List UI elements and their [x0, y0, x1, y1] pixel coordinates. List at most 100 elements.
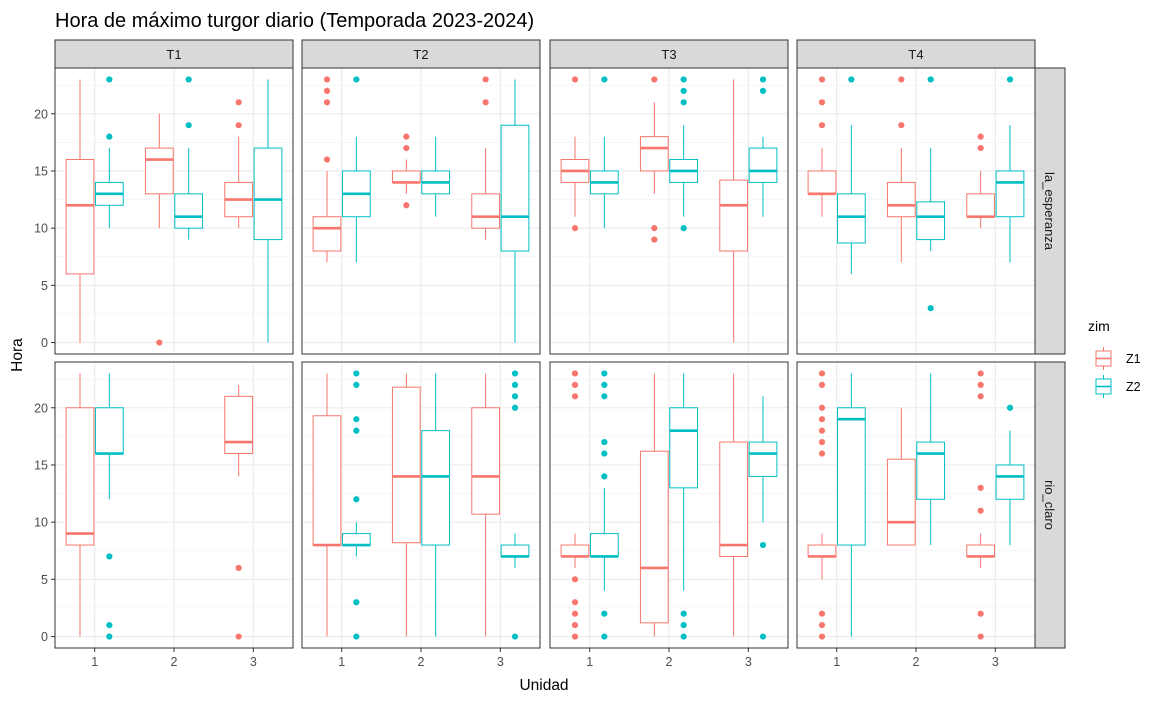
outlier-point [927, 305, 934, 312]
chart-title: Hora de máximo turgor diario (Temporada … [55, 10, 534, 32]
box [253, 147, 283, 241]
outlier-point [848, 76, 855, 83]
boxplot-la-esperanza-t4-u1-z2 [836, 76, 866, 274]
outlier-point [818, 416, 826, 423]
boxplot-rio-claro-t2-u3-z1 [471, 373, 501, 637]
outlier-point [323, 156, 331, 163]
x-tick-label: 1 [833, 655, 840, 669]
box [836, 193, 866, 244]
outlier-point [353, 416, 360, 423]
outlier-point [601, 370, 608, 377]
x-tick-label: 3 [992, 655, 999, 669]
boxplot-rio-claro-t3-u1-z2 [589, 370, 619, 640]
box [391, 386, 421, 544]
boxplot-rio-claro-t3-u3-z1 [719, 373, 749, 637]
box [144, 147, 174, 195]
boxplot-rio-claro-t3-u1-z1 [560, 370, 590, 640]
outlier-point [185, 122, 192, 129]
boxplot-la-esperanza-t4-u3-z1 [966, 133, 996, 229]
legend-entry-z2: Z2 [1090, 373, 1141, 400]
boxplot-la-esperanza-t3-u3-z2 [748, 76, 778, 217]
outlier-point [651, 76, 658, 83]
box [807, 170, 837, 195]
outlier-point [511, 404, 519, 411]
box [589, 533, 619, 557]
x-tick-label: 1 [586, 655, 593, 669]
facet-strip-t3 [549, 39, 789, 69]
x-tick-label: 1 [91, 655, 98, 669]
panel-border [54, 67, 294, 355]
outlier-point [977, 484, 984, 491]
x-tick-label: 3 [745, 655, 752, 669]
boxplot-la-esperanza-t2-u1-z1 [312, 76, 342, 263]
boxplot-la-esperanza-t1-u3-z1 [224, 99, 254, 229]
outlier-point [571, 225, 579, 232]
boxplot-rio-claro-t4-u2-z2 [916, 373, 946, 546]
x-tick-label: 2 [418, 655, 425, 669]
outlier-point [818, 610, 826, 617]
box [500, 544, 530, 557]
outlier-point [1006, 404, 1014, 411]
outlier-point [680, 610, 687, 617]
outlier-point [353, 381, 360, 388]
outlier-point [106, 622, 113, 629]
outlier-point [571, 76, 579, 83]
outlier-point [511, 393, 519, 400]
facet-strip-label: la_esperanza [1042, 172, 1057, 251]
outlier-point [235, 99, 242, 106]
legend-entry-z1: Z1 [1090, 345, 1141, 372]
box [471, 193, 501, 229]
outlier-point [601, 610, 608, 617]
box [341, 533, 371, 546]
outlier-point [927, 76, 934, 83]
boxplot-la-esperanza-t4-u2-z2 [916, 76, 946, 312]
x-tick-label: 3 [497, 655, 504, 669]
outlier-point [235, 564, 242, 572]
outlier-point [680, 633, 687, 640]
boxplot-rio-claro-t2-u3-z2 [500, 370, 530, 640]
outlier-point [759, 541, 767, 549]
outlier-point [898, 76, 905, 83]
outlier-point [818, 122, 826, 129]
box [639, 450, 669, 624]
legend: zim Z1 Z2 [1088, 318, 1141, 400]
outlier-point [323, 76, 331, 83]
facet-strip-label: T3 [661, 47, 676, 62]
boxplot-rio-claro-t4-u1-z1 [807, 370, 837, 640]
facet-strip-t1 [54, 39, 294, 69]
outlier-point [818, 427, 826, 434]
y-tick-label: 15 [34, 164, 48, 178]
box [391, 170, 421, 183]
boxplot-la-esperanza-t1-u2-z2 [174, 76, 204, 240]
boxplot-la-esperanza-t1-u1-z2 [94, 76, 124, 229]
outlier-point [977, 507, 984, 514]
outlier-point [571, 610, 579, 617]
boxplot-la-esperanza-t2-u2-z2 [421, 136, 451, 217]
panel-la-esperanza-t2 [302, 68, 540, 354]
y-tick-label: 20 [34, 107, 48, 121]
box [65, 159, 95, 275]
facet-strip-label: T4 [908, 47, 923, 62]
y-tick-label: 0 [41, 630, 48, 644]
outlier-point [403, 144, 410, 152]
box [471, 407, 501, 515]
outlier-point [1006, 76, 1014, 83]
outlier-point [511, 370, 519, 377]
outlier-point [601, 381, 608, 388]
boxplot-la-esperanza-t3-u3-z1 [719, 79, 749, 343]
box [500, 124, 530, 252]
boxplot-rio-claro-t1-u3-z1 [224, 384, 254, 640]
outlier-point [818, 633, 826, 640]
outlier-point [235, 122, 242, 129]
outlier-point [818, 450, 826, 457]
boxplot-rio-claro-t1-u1-z2 [94, 373, 124, 640]
x-tick-label: 1 [338, 655, 345, 669]
outlier-point [818, 438, 826, 446]
facet-strip-label: T1 [166, 47, 181, 62]
outlier-point [759, 633, 767, 640]
box [312, 415, 342, 546]
facet-strip-t2 [301, 39, 541, 69]
boxplot-la-esperanza-t4-u2-z1 [886, 76, 916, 263]
box [719, 179, 749, 252]
outlier-point [571, 633, 579, 640]
